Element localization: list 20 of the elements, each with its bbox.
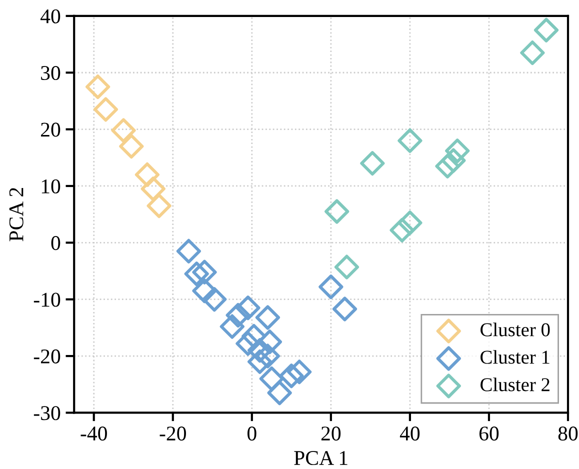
x-tick-label: 20 — [321, 426, 341, 441]
x-tick-label: 0 — [247, 426, 256, 441]
y-tick-label: 40 — [40, 9, 60, 24]
y-tick-label: 30 — [41, 66, 60, 80]
x-tick-label: 80 — [558, 426, 578, 441]
x-tick-label: -20 — [160, 426, 186, 441]
y-tick-label: -20 — [34, 349, 60, 364]
y-tick-label: 0 — [51, 236, 60, 250]
legend-label: Cluster 1 — [480, 350, 550, 364]
legend-label: Cluster 2 — [480, 378, 550, 392]
x-tick-label: -40 — [80, 426, 107, 441]
x-tick-label: 40 — [400, 426, 420, 441]
legend-label: Cluster 0 — [480, 322, 550, 336]
y-tick-label: -30 — [34, 406, 60, 420]
y-tick-label: -10 — [34, 292, 60, 307]
y-tick-label: 10 — [42, 179, 60, 194]
x-axis-title: PCA 1 — [294, 451, 348, 466]
x-tick-label: 60 — [479, 426, 499, 441]
y-tick-label: 20 — [41, 122, 60, 137]
y-axis-title: PCA 2 — [9, 188, 24, 242]
